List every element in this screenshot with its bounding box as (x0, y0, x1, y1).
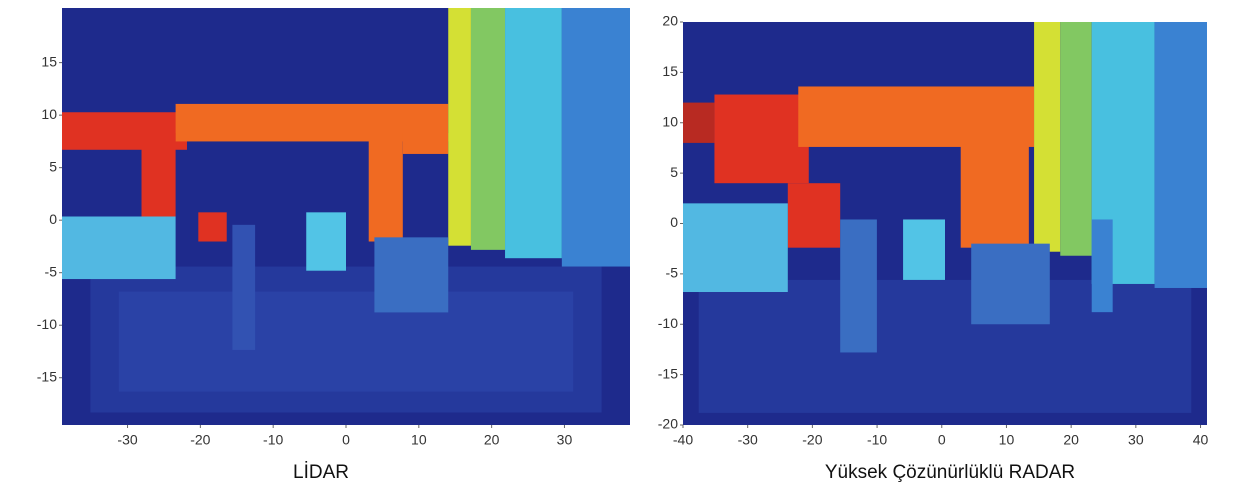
y-tick-label: 5 (670, 164, 678, 180)
depth-region (1060, 22, 1091, 256)
y-tick-label: 15 (662, 63, 678, 79)
x-tick-label: -10 (867, 432, 887, 448)
chart-title: LİDAR (293, 462, 349, 483)
lidar-image (62, 8, 630, 425)
x-tick-label: 0 (938, 432, 946, 448)
depth-region (699, 280, 1192, 413)
y-tick-label: -20 (658, 416, 678, 432)
x-tick-label: -20 (190, 432, 210, 448)
x-tick-label: 0 (342, 432, 350, 448)
depth-region (142, 133, 176, 216)
depth-region (714, 95, 808, 184)
depth-region (903, 219, 945, 279)
y-tick-label: 0 (49, 211, 57, 227)
depth-region (683, 103, 714, 143)
depth-region (62, 217, 176, 280)
depth-region (471, 8, 505, 250)
depth-region (961, 143, 1029, 248)
depth-region (798, 86, 1034, 146)
depth-region (369, 133, 403, 241)
x-tick-label: 30 (1128, 432, 1144, 448)
y-tick-label: -15 (658, 365, 678, 381)
y-tick-label: 10 (662, 113, 678, 129)
depth-region (840, 219, 877, 352)
depth-region (505, 8, 562, 258)
depth-region (971, 244, 1050, 325)
depth-region (119, 292, 573, 392)
y-tick-label: 10 (41, 106, 57, 122)
y-tick-label: -5 (45, 263, 58, 279)
depth-region (1092, 219, 1113, 312)
figure: -30 -20 -10 0 10 20 30 -15 -10 -5 0 5 10 15 LİDAR -40 -3… (0, 0, 1233, 487)
y-tick-label: -10 (37, 316, 57, 332)
depth-region (683, 203, 788, 292)
chart-title: Yüksek Çözünürlüklü RADAR (825, 462, 1075, 483)
depth-region (403, 133, 448, 154)
x-tick-label: 40 (1193, 432, 1209, 448)
depth-region (562, 8, 630, 267)
x-tick-label: -40 (673, 432, 693, 448)
x-tick-label: 20 (1063, 432, 1079, 448)
depth-region (374, 237, 448, 312)
depth-region (198, 212, 226, 241)
y-tick-label: -5 (666, 265, 679, 281)
radar-image (683, 22, 1207, 425)
y-tick-label: 20 (662, 13, 678, 29)
y-tick-label: -15 (37, 368, 57, 384)
y-tick-label: -10 (658, 315, 678, 331)
depth-region (1034, 22, 1060, 252)
depth-region (448, 8, 471, 246)
depth-region (232, 225, 255, 350)
x-tick-label: -10 (263, 432, 283, 448)
depth-region (788, 183, 840, 247)
x-tick-label: -30 (117, 432, 137, 448)
y-tick-label: 0 (670, 214, 678, 230)
x-tick-label: 10 (999, 432, 1015, 448)
x-tick-label: 10 (411, 432, 427, 448)
x-tick-label: -30 (738, 432, 758, 448)
depth-region (1155, 22, 1207, 288)
x-tick-label: 20 (484, 432, 500, 448)
y-tick-label: 5 (49, 158, 57, 174)
x-tick-label: -20 (802, 432, 822, 448)
depth-region (306, 212, 346, 270)
x-tick-label: 30 (557, 432, 573, 448)
y-tick-label: 15 (41, 53, 57, 69)
